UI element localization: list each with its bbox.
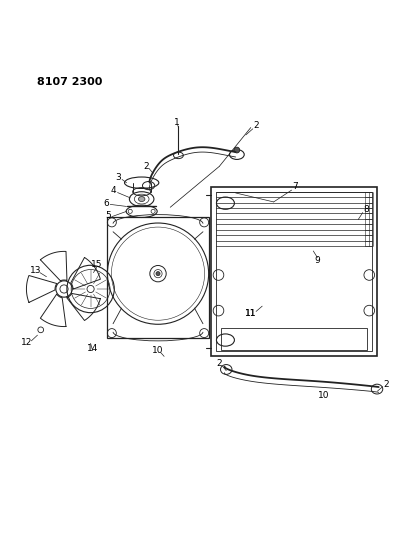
Text: 5: 5 [105,211,110,220]
Bar [211,187,376,357]
Bar [107,217,209,338]
Text: 2: 2 [382,379,388,389]
Text: 7: 7 [291,182,297,191]
Text: 3: 3 [115,173,121,182]
Text: 6: 6 [103,199,109,208]
Bar [220,328,366,350]
Text: 2: 2 [253,121,258,130]
Bar [216,192,371,351]
Text: 10: 10 [152,346,163,355]
Text: 15: 15 [91,260,102,269]
Text: 1: 1 [173,118,179,127]
Text: 14: 14 [87,344,98,353]
Text: 2: 2 [143,162,148,171]
Text: 4: 4 [110,187,116,196]
Ellipse shape [155,272,160,276]
Text: 8107 2300: 8107 2300 [37,77,103,87]
Text: 2: 2 [216,359,222,368]
Text: 13: 13 [29,266,41,275]
Text: 9: 9 [314,256,319,265]
Text: 10: 10 [317,391,328,400]
Text: 12: 12 [21,337,32,346]
Text: 11: 11 [245,309,256,318]
Ellipse shape [234,147,239,153]
Ellipse shape [138,197,144,201]
Text: 11: 11 [245,309,256,318]
Text: 8: 8 [363,205,369,214]
